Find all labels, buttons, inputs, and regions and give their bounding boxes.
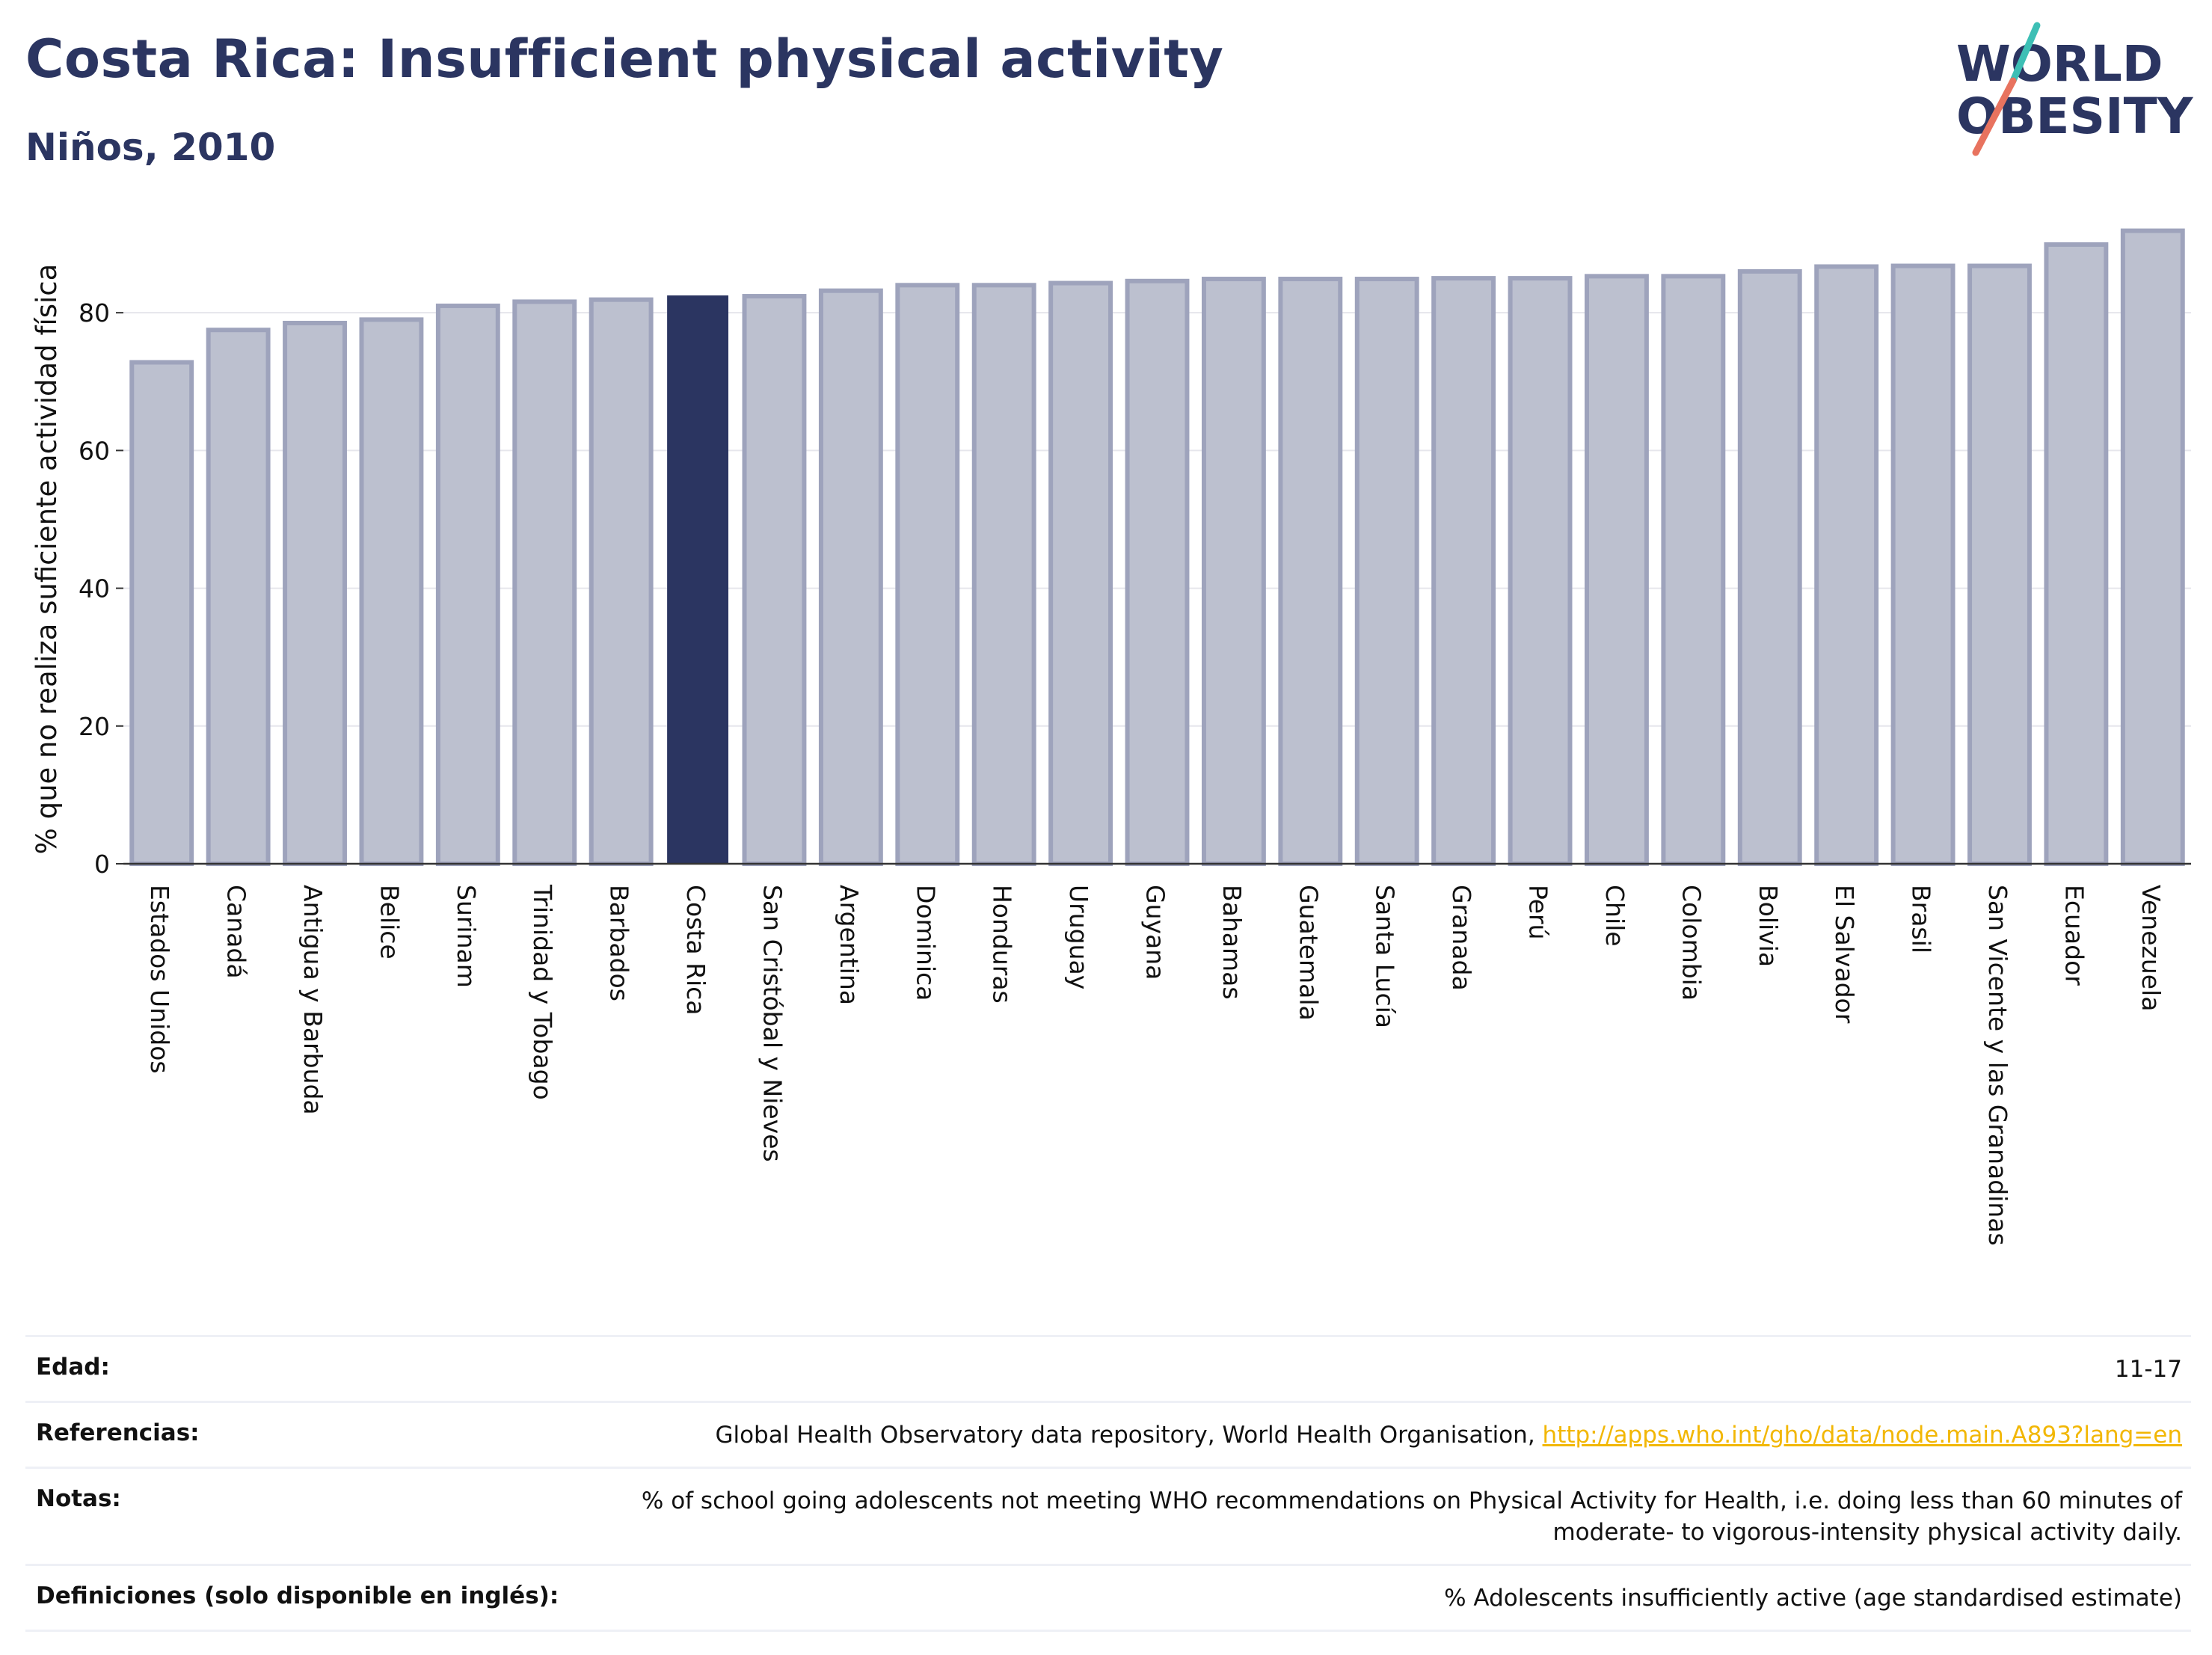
metadata-value: Global Health Observatory data repositor… [715, 1419, 2182, 1452]
bar [1431, 276, 1496, 866]
y-tick-label: 60 [79, 436, 110, 465]
metadata-row: Definiciones (solo disponible en inglés)… [25, 1564, 2191, 1632]
metadata-label: Definiciones (solo disponible en inglés)… [36, 1582, 559, 1610]
x-tick-label: Perú [1524, 885, 1553, 940]
x-tick-label: Canadá [222, 885, 251, 979]
chart-title: Costa Rica: Insufficient physical activi… [25, 28, 1224, 90]
metadata-value: 11-17 [2115, 1354, 2182, 1386]
bar [1890, 263, 1956, 867]
x-tick-label: Antigua y Barbuda [298, 885, 328, 1115]
metadata-value: % Adolescents insufficiently active (age… [1444, 1582, 2182, 1615]
bar [1814, 264, 1879, 866]
x-tick-label: San Vicente y las Granadinas [1983, 885, 2012, 1246]
metadata-row: Edad: 11-17 [25, 1335, 2191, 1401]
bar [2120, 228, 2185, 867]
bar [1125, 278, 1190, 866]
x-tick-label: Brasil [1907, 885, 1936, 954]
logo-slash-teal [2009, 22, 2041, 85]
chart-subtitle: Niños, 2010 [25, 126, 276, 169]
bar [1585, 274, 1649, 866]
bar [1661, 274, 1726, 866]
x-tick-label: Honduras [988, 885, 1017, 1004]
x-tick-label: Colombia [1677, 885, 1706, 1001]
metadata-row: Notas: % of school going adolescents not … [25, 1466, 2191, 1565]
y-tick-label: 20 [79, 712, 110, 741]
x-tick-label: Bolivia [1754, 885, 1783, 967]
x-tick-label: Argentina [835, 885, 864, 1005]
bar [589, 297, 654, 866]
logo-slash-coral [1972, 77, 2017, 156]
bar [2044, 242, 2109, 866]
x-tick-label: Santa Lucía [1371, 885, 1400, 1028]
x-tick-label: Guatemala [1294, 885, 1323, 1021]
x-tick-label: Dominica [911, 885, 940, 1001]
metadata-value-text: % Adolescents insufficiently active (age… [1444, 1585, 2182, 1612]
bar [359, 317, 424, 867]
x-tick-label: Venezuela [2136, 885, 2166, 1011]
metadata-label: Edad: [36, 1354, 110, 1381]
bar [1278, 277, 1343, 867]
bar [129, 360, 194, 866]
tick-labels: 0 20 40 60 80 Estados Unidos Canadá Antigua y B… [79, 298, 2166, 1246]
x-tick-label: Uruguay [1064, 885, 1093, 989]
bar [1737, 268, 1802, 867]
bar [742, 294, 807, 867]
y-axis-label: % que no realiza suficiente actividad fí… [31, 264, 63, 855]
x-tick-label: Belice [375, 885, 404, 959]
metadata-label: Referencias: [36, 1419, 200, 1446]
x-tick-label: San Cristóbal y Nieves [758, 885, 787, 1162]
bars [129, 228, 2185, 867]
bar [971, 283, 1036, 866]
x-tick-label: Estados Unidos [145, 885, 174, 1074]
world-obesity-logo: WORLD OBESITY [1956, 22, 2194, 156]
metadata-value: % of school going adolescents not meetin… [627, 1485, 2182, 1550]
x-tick-label: Granada [1447, 885, 1476, 991]
bar [435, 303, 500, 866]
reference-link[interactable]: http://apps.who.int/gho/data/node.main.A… [1542, 1421, 2182, 1449]
x-tick-label: Surinam [452, 885, 481, 988]
metadata-table: Edad: 11-17 Referencias: Global Health Obse… [25, 1335, 2191, 1632]
bar [818, 288, 883, 866]
bar [1967, 263, 2032, 867]
x-tick-label: Costa Rica [681, 885, 710, 1016]
y-tick-label: 40 [79, 574, 110, 604]
x-tick-label: Guyana [1141, 885, 1170, 980]
metadata-row: Referencias: Global Health Observatory da… [25, 1400, 2191, 1467]
x-tick-label: Trinidad y Tobago [528, 884, 557, 1100]
bar [512, 299, 577, 866]
bar [1048, 280, 1113, 867]
x-tick-label: Barbados [605, 885, 634, 1001]
metadata-value-text: % of school going adolescents not meetin… [641, 1487, 2182, 1547]
bar [1201, 277, 1266, 867]
bar [283, 320, 347, 866]
metadata-label: Notas: [36, 1484, 121, 1512]
x-tick-label: Bahamas [1217, 885, 1247, 1000]
metadata-value-text: Global Health Observatory data repositor… [715, 1421, 1543, 1449]
bar [206, 328, 271, 866]
y-tick-label: 0 [94, 850, 110, 879]
y-tick-label: 80 [79, 298, 110, 328]
x-tick-label: Ecuador [2059, 885, 2089, 986]
metadata-value-text: 11-17 [2114, 1356, 2182, 1383]
bar [1508, 276, 1573, 866]
bar [895, 283, 960, 866]
bar-chart: 0 20 40 60 80 Estados Unidos Canadá Antigua y B… [31, 228, 2191, 1246]
bar-highlighted [667, 295, 728, 865]
bar [1354, 277, 1419, 867]
x-tick-label: Chile [1600, 885, 1629, 947]
logo-line1: WORLD [1956, 35, 2163, 93]
x-tick-label: El Salvador [1830, 885, 1859, 1024]
